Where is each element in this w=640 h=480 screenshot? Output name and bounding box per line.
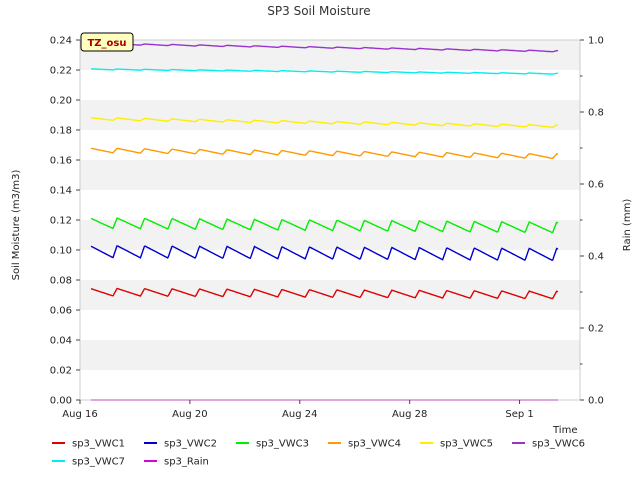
grid-band: [80, 370, 580, 400]
y2-tick-label: 1.0: [588, 36, 604, 47]
series-line-sp3_VWC6: [90, 42, 558, 53]
y2-tick-label: 0.2: [588, 324, 604, 335]
legend-label-sp3_Rain: sp3_Rain: [164, 457, 209, 468]
y-tick-label: 0.20: [50, 96, 72, 107]
grid-band: [80, 310, 580, 340]
y-axis-title: Soil Moisture (m3/m3): [11, 170, 22, 281]
y-tick-label: 0.02: [50, 366, 72, 377]
chart-title: SP3 Soil Moisture: [267, 4, 370, 18]
legend-label-sp3_VWC5: sp3_VWC5: [440, 439, 493, 450]
grid-band: [80, 70, 580, 100]
series-line-sp3_VWC4: [90, 147, 559, 160]
y-tick-label: 0.00: [50, 396, 72, 407]
y-tick-label: 0.14: [50, 186, 72, 197]
legend-label-sp3_VWC2: sp3_VWC2: [164, 439, 217, 450]
x-tick-label: Aug 20: [172, 409, 207, 420]
y-tick-label: 0.22: [50, 66, 72, 77]
x-tick-label: Aug 24: [282, 409, 317, 420]
grid-band: [80, 280, 580, 310]
plot-background: [80, 40, 580, 400]
series-line-sp3_VWC1: [90, 287, 559, 300]
x-tick-label: Sep 1: [505, 409, 533, 420]
legend-label-sp3_VWC6: sp3_VWC6: [532, 439, 585, 450]
grid-band: [80, 160, 580, 190]
series-line-sp3_VWC3: [90, 217, 559, 234]
tz-badge: TZ_osu: [80, 32, 134, 52]
series-line-sp3_VWC7: [91, 68, 559, 75]
y2-tick-label: 0.0: [588, 396, 604, 407]
x-tick-label: Aug 16: [62, 409, 97, 420]
grid-band: [80, 190, 580, 220]
y-tick-label: 0.16: [50, 156, 72, 167]
legend-label-sp3_VWC3: sp3_VWC3: [256, 439, 309, 450]
x-tick-label: Aug 28: [392, 409, 427, 420]
y2-axis-title: Rain (mm): [622, 199, 633, 252]
tz-badge-text: TZ_osu: [87, 38, 126, 49]
y-tick-label: 0.24: [50, 36, 72, 47]
grid-band: [80, 220, 580, 250]
y2-tick-label: 0.4: [588, 252, 604, 263]
grid-band: [80, 250, 580, 280]
y-tick-label: 0.08: [50, 276, 72, 287]
y2-tick-label: 0.8: [588, 108, 604, 119]
y-tick-label: 0.04: [50, 336, 72, 347]
axes-layer: 0.00 0.02 0.04 0.06 0.08 0.10 0.12 0.14 0.16 0.18…: [50, 36, 604, 421]
y-tick-label: 0.12: [50, 216, 72, 227]
grid-band: [80, 340, 580, 370]
legend-label-sp3_VWC7: sp3_VWC7: [72, 457, 125, 468]
legend-label-sp3_VWC4: sp3_VWC4: [348, 439, 401, 450]
y-tick-label: 0.06: [50, 306, 72, 317]
y-tick-label: 0.18: [50, 126, 72, 137]
y-tick-label: 0.10: [50, 246, 72, 257]
x-axis-title: Time: [552, 425, 577, 436]
tz-badge-box: [80, 32, 134, 52]
legend-label-sp3_VWC1: sp3_VWC1: [72, 439, 125, 450]
series-line-sp3_VWC5: [90, 117, 559, 129]
series-line-sp3_VWC2: [90, 245, 559, 261]
legend: sp3_VWC1 sp3_VWC2 sp3_VWC3 sp3_VWC4 sp3_VWC5…: [52, 439, 585, 468]
grid-band: [80, 100, 580, 130]
y2-tick-label: 0.6: [588, 180, 604, 191]
